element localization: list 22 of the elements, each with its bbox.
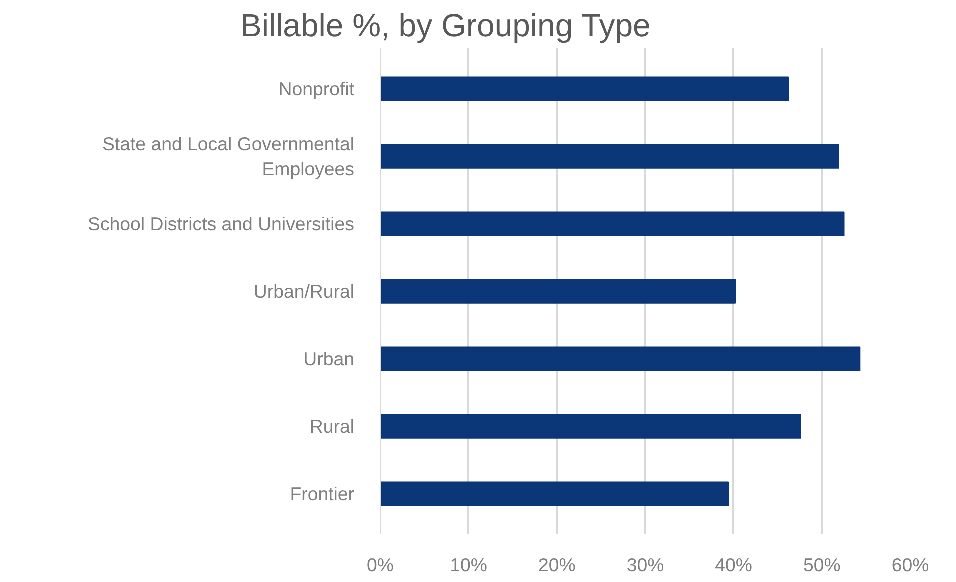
bar: [380, 144, 840, 169]
y-tick-label: Nonprofit: [278, 78, 356, 100]
x-tick-label: 20%: [538, 554, 576, 576]
bar: [380, 76, 790, 102]
y-tick-label: Frontier: [290, 484, 355, 504]
bar: [380, 414, 802, 439]
x-tick-label: 30%: [626, 554, 664, 576]
bar: [380, 482, 730, 506]
x-tick-label: 50%: [803, 554, 841, 576]
y-tick-label: Urban/Rural: [254, 281, 354, 302]
bar: [380, 212, 845, 236]
y-tick-label: School Districts and Universities: [88, 214, 355, 234]
chart-title: Billable %, by Grouping Type: [240, 8, 651, 44]
y-tick-label: Rural: [310, 416, 355, 437]
y-tick-label: Urban: [304, 348, 355, 370]
x-tick-label: 40%: [715, 554, 753, 576]
x-tick-label: 60%: [892, 554, 930, 576]
x-tick-label: 10%: [450, 554, 488, 576]
bar: [380, 279, 736, 304]
x-tick-label: 0%: [367, 554, 394, 576]
bar: [380, 346, 861, 372]
y-tick-label: State and Local Governmental Employees: [102, 133, 355, 180]
